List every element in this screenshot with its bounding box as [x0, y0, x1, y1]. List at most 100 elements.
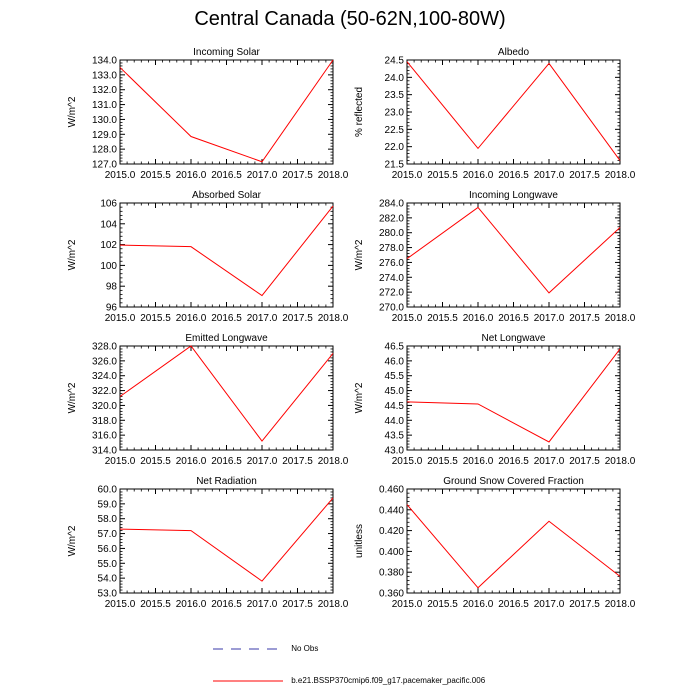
x-tick-label: 2018.0	[605, 313, 636, 324]
y-tick-label: 96	[106, 303, 118, 314]
x-tick-label: 2016.0	[176, 599, 207, 610]
panel-title: Emitted Longwave	[185, 333, 268, 344]
y-tick-label: 274.0	[379, 273, 404, 284]
x-tick-label: 2017.5	[282, 313, 313, 324]
x-tick-label: 2016.0	[176, 170, 207, 181]
panel-6: Net Longwave 2015.0 2015.5 2016.0 2016.5 2017…	[354, 333, 636, 467]
plot-frame	[119, 345, 334, 451]
x-tick-label: 2018.0	[318, 170, 349, 181]
x-tick-label: 2015.0	[105, 456, 136, 467]
series-line	[119, 59, 334, 163]
panel-title: Albedo	[498, 47, 530, 58]
y-tick-label: 278.0	[379, 243, 404, 254]
y-axis-label: % reflected	[354, 87, 365, 137]
panel-title: Incoming Longwave	[469, 190, 558, 201]
y-tick-label: 59.0	[98, 499, 118, 510]
y-tick-label: 23.5	[385, 90, 405, 101]
panel-2: Albedo 2015.0 2015.5 2016.0 2016.5 2017.0 2017…	[354, 47, 636, 181]
y-tick-label: 127.0	[92, 160, 117, 171]
y-axis-label: W/m^2	[67, 239, 78, 270]
y-tick-label: 282.0	[379, 213, 404, 224]
y-tick-label: 22.0	[385, 142, 405, 153]
y-tick-label: 280.0	[379, 228, 404, 239]
x-tick-label: 2017.0	[247, 456, 278, 467]
y-axis-label: W/m^2	[354, 382, 365, 413]
y-tick-label: 44.5	[385, 401, 405, 412]
series-line	[406, 348, 621, 443]
x-tick-label: 2016.5	[211, 170, 242, 181]
plot-frame	[119, 202, 334, 308]
y-tick-label: 58.0	[98, 514, 118, 525]
series-line	[406, 206, 621, 294]
y-tick-label: 100	[100, 261, 117, 272]
y-tick-label: 22.5	[385, 125, 405, 136]
panel-3: Absorbed Solar 2015.0 2015.5 2016.0 2016.5 20…	[67, 190, 349, 324]
x-tick-label: 2015.5	[427, 456, 458, 467]
y-tick-label: 284.0	[379, 199, 404, 210]
x-tick-label: 2016.5	[211, 313, 242, 324]
y-tick-label: 45.0	[385, 386, 405, 397]
y-axis-label: unitless	[354, 524, 365, 558]
y-tick-label: 128.0	[92, 145, 117, 156]
x-tick-label: 2016.0	[463, 599, 494, 610]
y-tick-label: 328.0	[92, 342, 117, 353]
y-tick-label: 0.420	[379, 526, 404, 537]
x-tick-label: 2016.5	[498, 170, 529, 181]
y-tick-label: 0.440	[379, 505, 404, 516]
y-tick-label: 133.0	[92, 70, 117, 81]
y-tick-label: 314.0	[92, 446, 117, 457]
x-tick-label: 2018.0	[605, 599, 636, 610]
x-tick-label: 2015.5	[140, 456, 171, 467]
panel-1: Incoming Solar 2015.0 2015.5 2016.0 2016.5 20…	[67, 47, 349, 181]
legend-obs: No Obs	[213, 644, 318, 653]
x-tick-label: 2018.0	[318, 313, 349, 324]
y-axis-label: W/m^2	[67, 382, 78, 413]
series-line	[406, 61, 621, 161]
series-line	[119, 497, 334, 582]
plot-frame	[119, 59, 334, 165]
x-tick-label: 2017.0	[534, 456, 565, 467]
y-tick-label: 318.0	[92, 416, 117, 427]
legend-model: b.e21.BSSP370cmip6.f09_g17.pacemaker_pac…	[213, 676, 485, 685]
y-tick-label: 322.0	[92, 386, 117, 397]
y-tick-label: 57.0	[98, 529, 118, 540]
y-tick-label: 104	[100, 219, 117, 230]
y-tick-label: 23.0	[385, 108, 405, 119]
y-tick-label: 276.0	[379, 258, 404, 269]
y-tick-label: 24.5	[385, 56, 405, 67]
plot-frame	[406, 345, 621, 451]
y-tick-label: 320.0	[92, 401, 117, 412]
y-tick-label: 56.0	[98, 544, 118, 555]
x-tick-label: 2015.0	[105, 599, 136, 610]
y-tick-label: 46.0	[385, 356, 405, 367]
legend-obs-label: No Obs	[291, 644, 319, 653]
x-tick-label: 2017.0	[247, 313, 278, 324]
x-tick-label: 2018.0	[605, 170, 636, 181]
x-tick-label: 2018.0	[605, 456, 636, 467]
x-tick-label: 2015.0	[105, 170, 136, 181]
y-axis-label: W/m^2	[354, 239, 365, 270]
y-tick-label: 0.360	[379, 589, 404, 600]
y-tick-label: 0.460	[379, 485, 404, 496]
y-tick-label: 60.0	[98, 485, 118, 496]
plot-frame	[406, 202, 621, 308]
y-tick-label: 129.0	[92, 130, 117, 141]
y-tick-label: 43.5	[385, 431, 405, 442]
plot-frame	[406, 488, 621, 594]
x-tick-label: 2015.5	[140, 313, 171, 324]
y-tick-label: 132.0	[92, 85, 117, 96]
y-tick-label: 270.0	[379, 303, 404, 314]
x-tick-label: 2017.5	[569, 456, 600, 467]
y-tick-label: 44.0	[385, 416, 405, 427]
y-tick-label: 106	[100, 199, 117, 210]
x-tick-label: 2017.5	[282, 599, 313, 610]
y-tick-label: 0.400	[379, 547, 404, 558]
x-tick-label: 2017.0	[247, 599, 278, 610]
x-tick-label: 2015.0	[392, 313, 423, 324]
panel-5: Emitted Longwave 2015.0 2015.5 2016.0 2016.5…	[67, 333, 349, 467]
x-tick-label: 2017.5	[569, 313, 600, 324]
x-tick-label: 2016.0	[176, 456, 207, 467]
y-tick-label: 134.0	[92, 56, 117, 67]
x-tick-label: 2016.5	[498, 313, 529, 324]
